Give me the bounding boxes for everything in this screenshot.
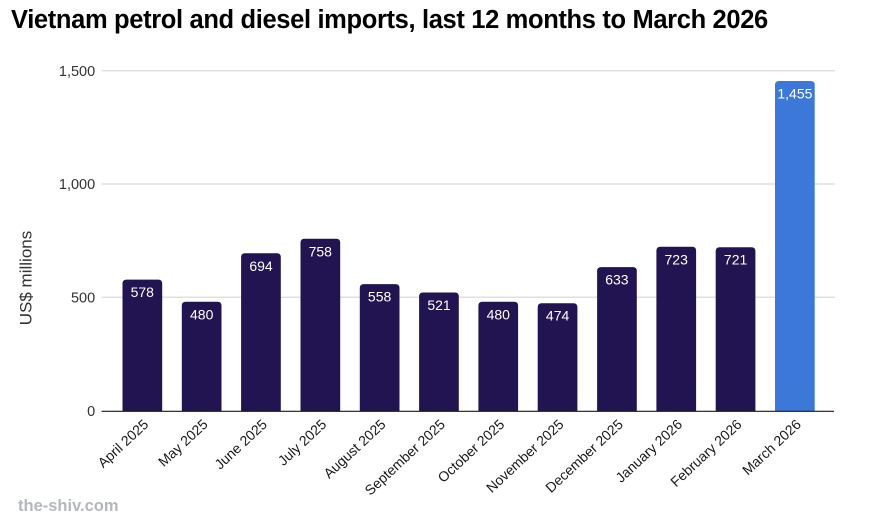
svg-text:578: 578 xyxy=(131,284,155,300)
svg-text:the-shiv.com: the-shiv.com xyxy=(18,497,119,515)
svg-text:Vietnam petrol and diesel impo: Vietnam petrol and diesel imports, last … xyxy=(11,6,768,34)
svg-text:March 2026: March 2026 xyxy=(739,416,804,478)
svg-text:721: 721 xyxy=(724,252,748,268)
svg-text:758: 758 xyxy=(309,243,333,259)
svg-text:April 2025: April 2025 xyxy=(94,416,151,471)
svg-text:June 2025: June 2025 xyxy=(211,416,270,472)
svg-text:1,000: 1,000 xyxy=(59,177,95,193)
svg-text:480: 480 xyxy=(487,306,511,322)
svg-text:521: 521 xyxy=(427,297,451,313)
svg-text:US$ millions: US$ millions xyxy=(17,231,36,325)
svg-text:May 2025: May 2025 xyxy=(155,416,211,470)
svg-text:723: 723 xyxy=(665,251,689,267)
svg-text:474: 474 xyxy=(546,308,570,324)
svg-text:694: 694 xyxy=(249,258,273,274)
svg-text:480: 480 xyxy=(190,306,214,322)
svg-text:500: 500 xyxy=(71,291,95,307)
svg-text:0: 0 xyxy=(87,404,95,420)
svg-text:1,500: 1,500 xyxy=(59,64,95,80)
svg-text:1,455: 1,455 xyxy=(777,86,812,102)
svg-text:558: 558 xyxy=(368,289,392,305)
svg-text:633: 633 xyxy=(605,272,629,288)
svg-text:July 2025: July 2025 xyxy=(275,416,330,469)
